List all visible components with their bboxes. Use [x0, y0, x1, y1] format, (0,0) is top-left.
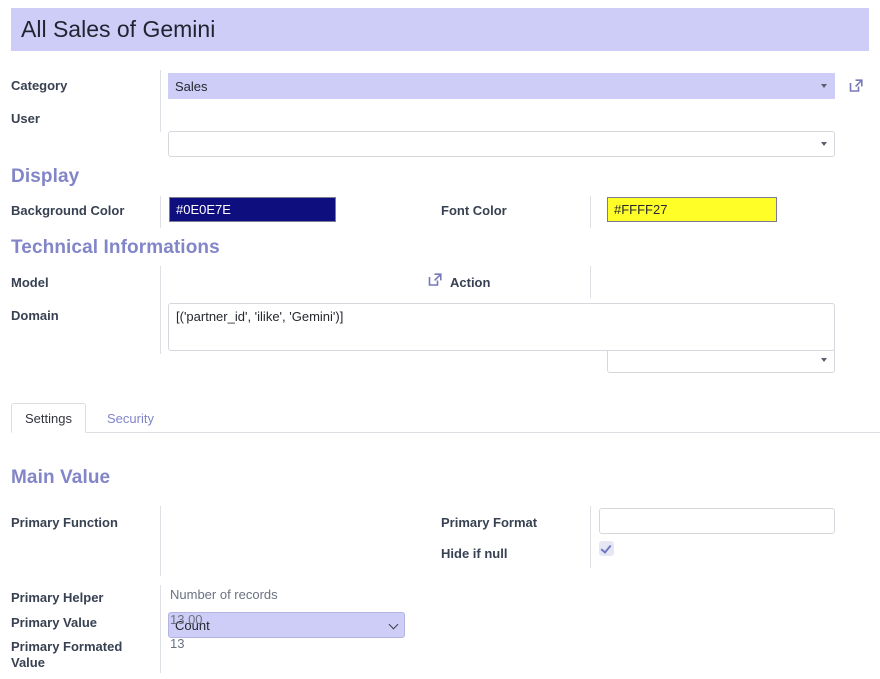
right-column-divider-technical: [590, 266, 591, 298]
primary-value-label: Primary Value: [11, 615, 97, 630]
primary-function-select[interactable]: Count: [168, 612, 405, 638]
background-color-label: Background Color: [11, 203, 125, 218]
user-input[interactable]: [168, 131, 835, 157]
field-label-user: User: [11, 108, 161, 127]
primary-function-label: Primary Function: [11, 515, 118, 530]
section-heading-main-value: Main Value: [11, 467, 111, 488]
user-label: User: [11, 111, 40, 126]
primary-format-label: Primary Format: [441, 515, 538, 530]
field-label-primary-helper: Primary Helper: [11, 587, 161, 606]
primary-function-field-container: Count: [168, 612, 405, 638]
hide-if-null-field-container: [599, 541, 614, 556]
hide-if-null-checkbox[interactable]: [599, 541, 614, 556]
notebook-tabs: Settings Security: [11, 403, 880, 433]
field-label-domain: Domain: [11, 305, 161, 324]
label-column-divider-readonly: [160, 585, 161, 673]
field-label-font-color: Font Color: [441, 200, 586, 219]
action-label: Action: [450, 275, 491, 290]
field-label-primary-format: Primary Format: [441, 512, 591, 531]
primary-format-field-container: [599, 508, 835, 534]
field-label-category: Category: [11, 75, 161, 94]
field-label-primary-formated-value: Primary Formated Value: [11, 636, 153, 671]
font-color-label: Font Color: [441, 203, 507, 218]
record-title-input[interactable]: [11, 8, 869, 51]
field-label-primary-function: Primary Function: [11, 512, 161, 531]
label-column-divider-display: [160, 196, 161, 228]
tab-underline: [11, 432, 880, 433]
user-field-container: [168, 131, 835, 157]
label-column-divider-settings: [160, 506, 161, 576]
primary-formated-value-container: 13: [170, 636, 570, 652]
primary-format-input[interactable]: [599, 508, 835, 534]
primary-helper-value-container: Number of records: [170, 587, 570, 603]
field-label-primary-value: Primary Value: [11, 612, 161, 631]
right-column-divider-settings: [590, 506, 591, 568]
primary-value-container: 13.00: [170, 612, 570, 628]
background-color-field-container: [169, 197, 336, 222]
primary-value-value: 13.00: [170, 612, 203, 627]
category-external-link-icon[interactable]: [848, 77, 865, 94]
label-column-divider-top: [160, 70, 161, 132]
action-field-container: [607, 347, 835, 373]
font-color-field-container: [607, 197, 777, 222]
record-title-container: [11, 8, 869, 51]
domain-label: Domain: [11, 308, 59, 323]
action-input[interactable]: [607, 347, 835, 373]
tab-settings[interactable]: Settings: [11, 403, 86, 433]
tab-security[interactable]: Security: [107, 411, 154, 426]
category-field-container: [168, 73, 835, 99]
primary-formated-value-value: 13: [170, 636, 185, 651]
primary-formated-value-label: Primary Formated Value: [11, 639, 123, 670]
model-label: Model: [11, 275, 49, 290]
label-column-divider-technical: [160, 266, 161, 354]
primary-helper-value: Number of records: [170, 587, 278, 602]
domain-textarea[interactable]: [('partner_id', 'ilike', 'Gemini')]: [168, 303, 835, 351]
field-label-background-color: Background Color: [11, 200, 161, 219]
category-input[interactable]: [168, 73, 835, 99]
field-label-action: Action: [450, 272, 580, 291]
field-label-hide-if-null: Hide if null: [441, 543, 591, 562]
background-color-input[interactable]: [169, 197, 336, 222]
field-label-model: Model: [11, 272, 161, 291]
section-heading-display: Display: [11, 166, 80, 187]
font-color-input[interactable]: [607, 197, 777, 222]
right-column-divider-display: [590, 196, 591, 228]
action-external-link-icon[interactable]: [427, 271, 444, 288]
section-heading-technical: Technical Informations: [11, 237, 220, 258]
hide-if-null-label: Hide if null: [441, 546, 508, 561]
category-label: Category: [11, 78, 68, 93]
domain-field-container: [('partner_id', 'ilike', 'Gemini')]: [168, 303, 835, 351]
primary-helper-label: Primary Helper: [11, 590, 104, 605]
